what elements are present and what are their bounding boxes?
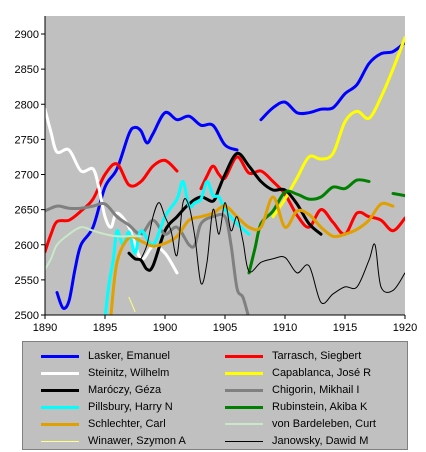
legend: Lasker, Emanuel Tarrasch, Siegbert Steinit… xyxy=(22,341,408,450)
x-tick-label: 1915 xyxy=(333,322,357,334)
legend-label: Tarrasch, Siegbert xyxy=(272,350,362,362)
series-layer xyxy=(45,36,405,315)
axes-layer: 2500 2550 2600 2650 2700 2750 2800 2850 2900 1890… xyxy=(15,16,417,334)
legend-swatch xyxy=(41,441,79,442)
series-line-von-bardeleben-curt xyxy=(45,226,142,271)
series-line-rubinstein-akiba-k xyxy=(391,192,405,198)
series-line-tarrasch-siegbert xyxy=(45,158,179,254)
series-line-schlechter-carl xyxy=(109,195,395,315)
series-line-tarrasch-siegbert xyxy=(199,155,405,236)
y-tick-label: 2850 xyxy=(15,64,39,76)
series-line-rubinstein-akiba-k xyxy=(247,178,371,275)
legend-label: Maróczy, Géza xyxy=(88,384,162,396)
y-tick-label: 2800 xyxy=(15,99,39,111)
series-line-steinitz-wilhelm xyxy=(45,107,179,275)
legend-swatch xyxy=(41,406,79,409)
legend-swatch xyxy=(41,355,79,358)
series-line-janowsky-dawid-m xyxy=(140,198,405,304)
y-tick-label: 2750 xyxy=(15,134,39,146)
legend-label: Pillsbury, Harry N xyxy=(88,401,173,413)
series-line-capablanca-jos-r xyxy=(271,36,405,219)
y-tick-label: 2700 xyxy=(15,170,39,182)
legend-swatch xyxy=(225,355,263,358)
x-tick-label: 1910 xyxy=(273,322,297,334)
legend-swatch xyxy=(41,389,79,392)
series-line-lasker-emanuel xyxy=(259,40,405,122)
legend-label: Janowsky, Dawid M xyxy=(272,435,369,447)
x-tick-label: 1905 xyxy=(213,322,237,334)
legend-swatch xyxy=(225,441,263,442)
legend-label: Capablanca, José R xyxy=(272,367,372,379)
legend-swatch xyxy=(225,406,263,409)
legend-swatch xyxy=(225,423,263,425)
x-tick-label: 1900 xyxy=(153,322,177,334)
legend-label: Winawer, Szymon A xyxy=(88,435,186,447)
x-tick-label: 1920 xyxy=(393,322,417,334)
y-tick-label: 2550 xyxy=(15,275,39,287)
y-tick-label: 2500 xyxy=(15,310,39,322)
legend-swatch xyxy=(225,389,263,392)
legend-label: von Bardeleben, Curt xyxy=(272,418,376,430)
legend-swatch xyxy=(41,423,79,426)
series-line-chigorin-mikhail-i xyxy=(45,201,250,315)
series-line-lasker-emanuel xyxy=(55,110,239,310)
series-line-winawer-szymon-a xyxy=(128,296,136,312)
legend-label: Lasker, Emanuel xyxy=(88,350,170,362)
legend-swatch xyxy=(225,372,263,375)
rating-chart: 2500 2550 2600 2650 2700 2750 2800 2850 2900 1890… xyxy=(15,16,417,334)
legend-label: Chigorin, Mikhail I xyxy=(272,384,360,396)
legend-swatch xyxy=(41,372,79,375)
series-line-pillsbury-harry-n xyxy=(103,179,251,315)
y-tick-label: 2650 xyxy=(15,205,39,217)
legend-label: Schlechter, Carl xyxy=(88,418,166,430)
legend-label: Rubinstein, Akiba K xyxy=(272,401,368,413)
x-tick-label: 1895 xyxy=(93,322,117,334)
x-tick-label: 1890 xyxy=(33,322,57,334)
y-tick-label: 2900 xyxy=(15,29,39,41)
plot-area xyxy=(45,16,405,315)
y-tick-label: 2600 xyxy=(15,240,39,252)
legend-label: Steinitz, Wilhelm xyxy=(88,367,170,379)
